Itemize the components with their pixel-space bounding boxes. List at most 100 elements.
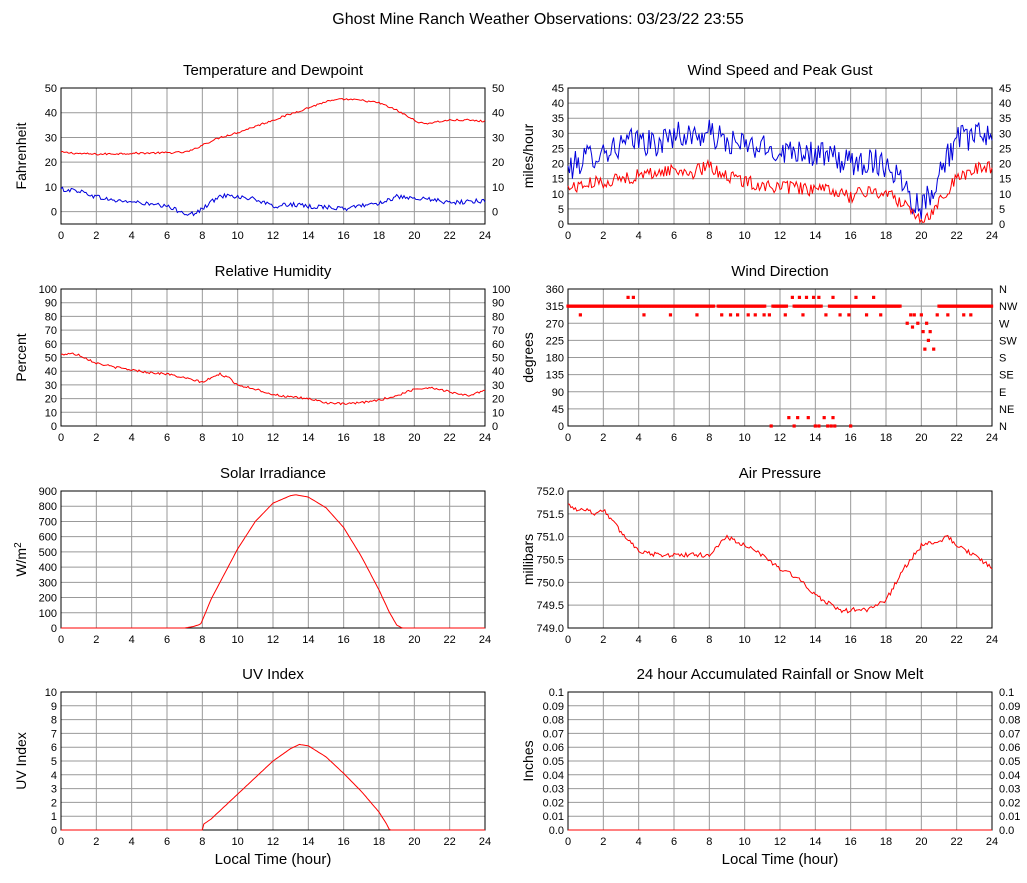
y-tick-label: 10 <box>45 182 57 194</box>
wind-direction-point <box>824 313 828 317</box>
temp-series-0-line <box>60 97 486 156</box>
x-tick-label: 10 <box>739 836 751 848</box>
x-tick-label: 20 <box>408 230 420 242</box>
wind-direction-point <box>826 424 830 428</box>
y-tick-label: 70 <box>45 325 57 337</box>
y-tick-label: 80 <box>45 311 57 323</box>
rain-title: 24 hour Accumulated Rainfall or Snow Mel… <box>637 666 925 683</box>
pressure-series-0-line <box>567 503 993 614</box>
y-axis-label-superscript: 2 <box>13 542 24 548</box>
y-tick-label-right: 0 <box>999 219 1005 231</box>
x-tick-label: 20 <box>408 432 420 444</box>
y-tick-label: 750.0 <box>536 577 564 589</box>
wind-direction-point <box>879 313 883 317</box>
y-tick-label-right: 100 <box>492 284 510 296</box>
y-tick-label-right: 10 <box>999 189 1011 201</box>
y-tick-label: 90 <box>552 387 564 399</box>
wind-direction-point <box>854 295 858 299</box>
wind-direction-point <box>784 304 789 308</box>
x-tick-label: 12 <box>267 432 279 444</box>
y-tick-label-right: 50 <box>492 83 504 95</box>
x-tick-label: 14 <box>302 634 314 646</box>
y-tick-label: 200 <box>39 593 57 605</box>
y-tick-label: 0.03 <box>543 784 564 796</box>
y-tick-label: 700 <box>39 516 57 528</box>
solar-y-axis-label: W/m2 <box>13 542 30 577</box>
wind-direction-point <box>728 313 733 317</box>
solar-series-0-line <box>61 494 485 629</box>
wind-direction-point <box>819 304 823 308</box>
wind-direction-point <box>806 416 810 420</box>
x-tick-label: 0 <box>58 836 64 848</box>
y-tick-label-right: 30 <box>492 380 504 392</box>
pressure-plot-frame <box>567 490 993 629</box>
uv-y-axis-label: UV Index <box>13 732 29 790</box>
x-tick-label: 20 <box>915 230 927 242</box>
y-tick-label-right: 70 <box>492 325 504 337</box>
y-tick-label: 6 <box>51 742 57 754</box>
wind-direction-point <box>898 304 902 308</box>
wind-direction-point <box>736 313 740 317</box>
wind-direction-point <box>811 295 816 299</box>
y-tick-label-right: 0.04 <box>999 770 1020 782</box>
wind-direction-point <box>925 321 929 325</box>
x-tick-label: 0 <box>565 836 571 848</box>
wind-direction-point <box>813 424 817 428</box>
humidity-series-0-line <box>60 352 486 406</box>
x-tick-label: 18 <box>880 230 892 242</box>
y-tick-label-right: 35 <box>999 113 1011 125</box>
y-tick-label: 225 <box>546 335 564 347</box>
x-tick-label: 0 <box>58 432 64 444</box>
x-tick-label: 2 <box>93 634 99 646</box>
y-tick-label: 5 <box>558 204 564 216</box>
wind-direction-point <box>989 304 994 308</box>
x-tick-label: 2 <box>93 230 99 242</box>
x-tick-label: 14 <box>302 432 314 444</box>
y-tick-label-right: 15 <box>999 174 1011 186</box>
y-tick-label: 315 <box>546 301 564 313</box>
x-tick-label: 18 <box>373 634 385 646</box>
x-tick-label: 8 <box>199 432 205 444</box>
x-tick-label: 10 <box>739 634 751 646</box>
wind-direction-point <box>864 313 869 317</box>
y-tick-label: 600 <box>39 532 57 544</box>
y-tick-label-right: 40 <box>999 98 1011 110</box>
x-tick-label: 2 <box>93 836 99 848</box>
x-tick-label: 20 <box>408 836 420 848</box>
y-tick-label: 50 <box>45 353 57 365</box>
x-tick-label: 0 <box>58 634 64 646</box>
y-tick-label: 0.0 <box>549 825 564 837</box>
y-tick-label: 90 <box>45 298 57 310</box>
compass-label: SE <box>999 370 1014 382</box>
x-tick-label: 8 <box>706 432 712 444</box>
x-tick-label: 24 <box>986 230 998 242</box>
wind-direction-point <box>916 321 920 325</box>
y-tick-label: 1 <box>51 811 57 823</box>
y-tick-label: 749.0 <box>536 623 564 635</box>
y-tick-label: 0 <box>51 825 57 837</box>
x-tick-label: 18 <box>880 432 892 444</box>
wind-direction-point <box>872 295 876 299</box>
x-tick-label: 16 <box>845 230 857 242</box>
y-tick-label: 180 <box>546 353 564 365</box>
wind-direction-point <box>626 295 630 299</box>
y-tick-label: 4 <box>51 770 57 782</box>
x-tick-label: 0 <box>565 634 571 646</box>
compass-label: N <box>999 284 1007 296</box>
wind-direction-point <box>847 313 851 317</box>
x-tick-label: 6 <box>671 432 677 444</box>
x-tick-label: 12 <box>267 836 279 848</box>
winddir-y-axis-label: degrees <box>520 332 536 383</box>
y-tick-label-right: 0.07 <box>999 728 1020 740</box>
wind-plot-frame <box>567 87 993 225</box>
x-tick-label: 4 <box>636 634 642 646</box>
y-tick-label: 0 <box>558 421 564 433</box>
y-tick-label: 752.0 <box>536 486 564 498</box>
wind-y-axis-label: miles/hour <box>520 123 536 188</box>
y-tick-label: 135 <box>546 370 564 382</box>
wind-direction-point <box>792 424 796 428</box>
x-tick-label: 24 <box>479 432 491 444</box>
x-tick-label: 16 <box>338 432 350 444</box>
